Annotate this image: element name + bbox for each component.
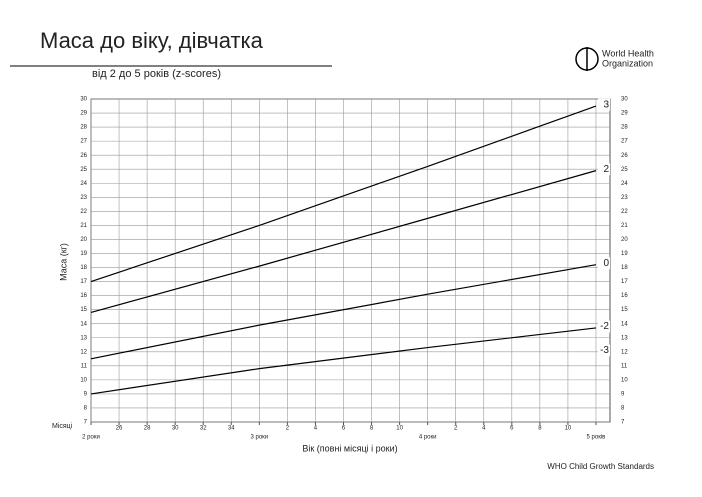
x-tick-label: 30 <box>172 426 179 432</box>
y-tick-label: 18 <box>80 265 87 271</box>
line-label-bg <box>598 344 610 357</box>
x-tick-label: 8 <box>538 426 542 432</box>
line-label: 2 <box>603 164 609 175</box>
y-tick-label: 8 <box>84 406 88 412</box>
x-tick-label: 32 <box>200 426 207 432</box>
plot-area <box>90 98 611 423</box>
y-tick-label: 10 <box>80 377 87 383</box>
x-tick-label: 6 <box>342 426 346 432</box>
x-axis-title: Вік (повні місяці і роки) <box>302 443 397 453</box>
y-tick-label: 23 <box>80 195 87 201</box>
y-tick-label: 10 <box>621 377 628 383</box>
y-tick-label: 20 <box>80 237 87 243</box>
y-tick-label: 18 <box>621 265 628 271</box>
y-tick-label: 17 <box>621 279 628 285</box>
logo-text: Organization <box>602 58 653 68</box>
y-tick-label: 29 <box>80 111 87 117</box>
x-tick-label: 2 <box>286 426 290 432</box>
y-tick-label: 30 <box>621 97 628 103</box>
x-tick-label: 4 <box>482 426 486 432</box>
y-tick-label: 7 <box>621 420 625 426</box>
y-tick-label: 19 <box>621 251 628 257</box>
x-tick-label: 4 роки <box>419 435 437 441</box>
x-tick-label: 8 <box>370 426 374 432</box>
x-tick-label: 6 <box>510 426 514 432</box>
y-tick-label: 22 <box>80 209 87 215</box>
line-label: 0 <box>603 258 609 269</box>
x-tick-label: 28 <box>144 426 151 432</box>
y-tick-label: 8 <box>621 406 625 412</box>
y-tick-label: 14 <box>621 321 628 327</box>
y-tick-label: 29 <box>621 111 628 117</box>
x-tick-label: 26 <box>116 426 123 432</box>
y-tick-label: 22 <box>621 209 628 215</box>
x-unit-label: Місяці <box>52 422 73 430</box>
y-tick-label: 26 <box>80 153 87 159</box>
y-tick-label: 28 <box>621 125 628 131</box>
y-tick-label: 24 <box>621 181 628 187</box>
y-tick-label: 14 <box>80 321 87 327</box>
x-tick-label: 2 роки <box>82 435 100 441</box>
line-label: -3 <box>600 345 609 356</box>
y-tick-label: 12 <box>80 349 87 355</box>
line-label-bg <box>598 98 610 111</box>
y-tick-label: 17 <box>80 279 87 285</box>
y-tick-label: 30 <box>80 97 87 103</box>
y-tick-label: 11 <box>81 363 88 369</box>
x-tick-label: 10 <box>565 426 572 432</box>
y-tick-label: 28 <box>80 125 87 131</box>
y-tick-label: 15 <box>621 307 628 313</box>
logo: World Health Organization <box>575 47 654 71</box>
line-label: 3 <box>603 99 609 110</box>
x-tick-label: 5 років <box>587 435 606 441</box>
y-tick-label: 15 <box>80 307 87 313</box>
y-tick-label: 20 <box>621 237 628 243</box>
y-tick-label: 13 <box>621 335 628 341</box>
z-score-line <box>90 264 597 360</box>
y-tick-label: 25 <box>621 167 628 173</box>
y-tick-label: 16 <box>80 293 87 299</box>
z-score-line <box>90 105 597 283</box>
y-tick-label: 21 <box>80 223 87 229</box>
y-tick-label: 27 <box>80 139 87 145</box>
y-tick-label: 9 <box>84 391 88 397</box>
logo-text: World Health <box>602 48 654 58</box>
y-tick-label: 21 <box>621 223 628 229</box>
line-label-bg <box>598 257 610 270</box>
y-tick-label: 24 <box>80 181 87 187</box>
y-axis-title: Маса (кг) <box>58 243 68 281</box>
subtitle: від 2 до 5 років (z-scores) <box>92 68 221 80</box>
x-tick-label: 4 <box>314 426 318 432</box>
z-score-line <box>90 327 597 395</box>
x-tick-label: 2 <box>454 426 458 432</box>
y-tick-label: 13 <box>80 335 87 341</box>
source: WHO Child Growth Standards <box>547 462 654 471</box>
y-tick-label: 9 <box>621 391 625 397</box>
y-tick-label: 12 <box>621 349 628 355</box>
chart-title: Маса до віку, дівчатка <box>40 28 264 53</box>
y-tick-label: 7 <box>84 420 88 426</box>
line-label: -2 <box>600 321 609 332</box>
y-tick-label: 19 <box>80 251 87 257</box>
y-tick-label: 16 <box>621 293 628 299</box>
x-tick-label: 10 <box>396 426 403 432</box>
y-tick-label: 23 <box>621 195 628 201</box>
y-tick-label: 27 <box>621 139 628 145</box>
y-tick-label: 11 <box>621 363 628 369</box>
z-score-line <box>90 170 597 314</box>
line-label-bg <box>598 163 610 176</box>
line-label-bg <box>598 320 610 333</box>
y-tick-label: 25 <box>80 167 87 173</box>
y-tick-label: 26 <box>621 153 628 159</box>
x-tick-label: 34 <box>228 426 235 432</box>
x-tick-label: 3 роки <box>250 435 268 441</box>
